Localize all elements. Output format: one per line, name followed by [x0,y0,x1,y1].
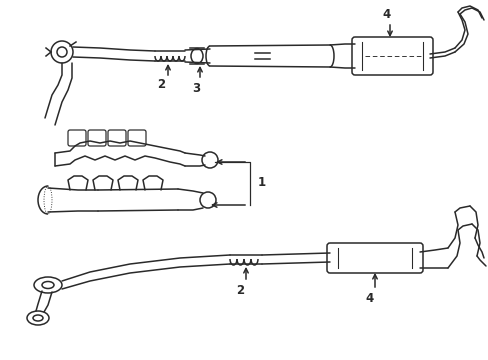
Text: 1: 1 [258,176,265,189]
Text: 2: 2 [235,284,244,297]
Text: 4: 4 [365,292,373,305]
Text: 4: 4 [382,9,390,22]
Text: 3: 3 [192,81,200,94]
Text: 2: 2 [157,78,165,91]
